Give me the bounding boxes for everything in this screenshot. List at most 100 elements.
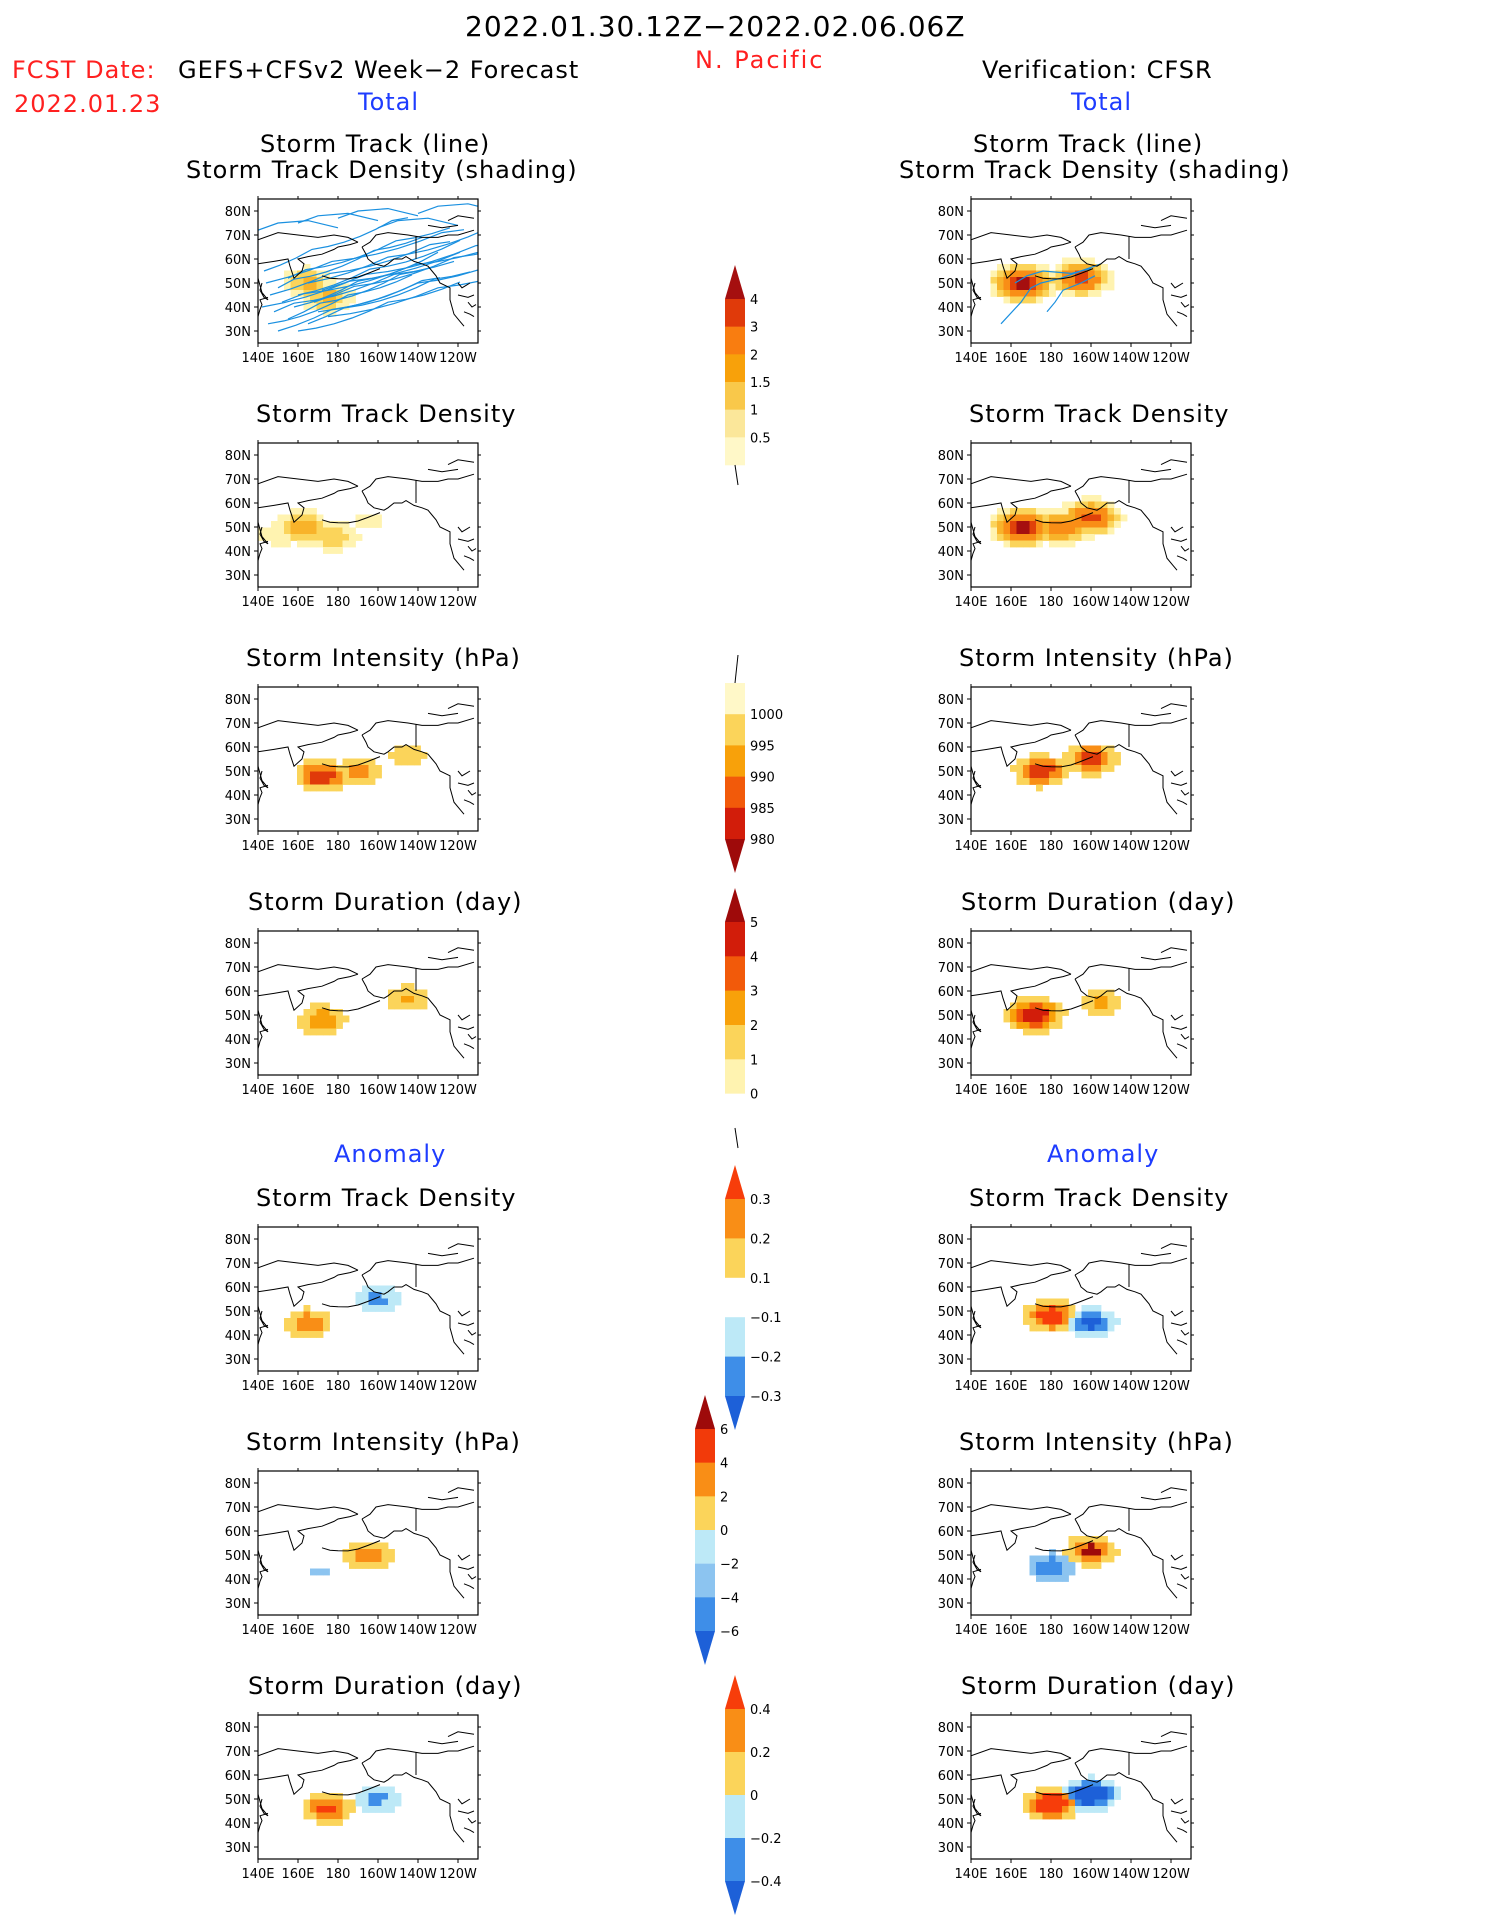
lat-tick-label: 80N <box>225 1721 251 1736</box>
coastline <box>1074 961 1188 980</box>
heat-cell <box>316 1331 324 1338</box>
heat-cell <box>310 1002 317 1010</box>
heat-cell <box>1068 1786 1076 1794</box>
coastline <box>427 224 459 229</box>
lon-tick-label: 160E <box>281 1623 314 1638</box>
heat-cell <box>1107 283 1115 291</box>
title-left-track-line: Storm Track (line) <box>260 130 491 158</box>
heat-cell <box>1101 508 1108 515</box>
heat-cell <box>1010 508 1017 515</box>
map-frame <box>257 442 479 588</box>
heat-cell <box>401 983 408 990</box>
heat-cell <box>1101 1549 1108 1556</box>
heat-cell <box>990 521 998 528</box>
heat-cell <box>1062 540 1069 548</box>
colorbar-label: −0.2 <box>750 1832 782 1847</box>
heat-cell <box>1081 1324 1089 1332</box>
heat-cell <box>1036 1028 1043 1036</box>
heat-cell <box>290 527 298 535</box>
heat-cell <box>284 527 291 535</box>
heat-cell <box>1068 264 1076 271</box>
heat-cell <box>1042 270 1050 278</box>
heat-cell <box>277 521 285 528</box>
coastline <box>1074 490 1178 571</box>
lat-tick-label: 80N <box>938 1233 964 1248</box>
heat-cell <box>1049 527 1056 535</box>
heat-cell <box>1049 1555 1056 1563</box>
lat-tick-label: 50N <box>225 1305 251 1320</box>
heat-cell <box>1088 257 1095 265</box>
coastline <box>971 232 1072 243</box>
heat-cell <box>303 514 311 522</box>
heat-cell <box>1107 1793 1115 1800</box>
heat-cell <box>323 1324 330 1332</box>
colorbar-arrow-bottom <box>725 839 745 873</box>
heat-cell <box>1049 521 1056 528</box>
heat-cell <box>1081 765 1089 772</box>
heat-cell <box>329 534 337 541</box>
map-panel-forecast-3: 80N 70N 60N 50N 40N 30N 140E 160E 180 160W 140W 120… <box>225 928 481 1098</box>
lon-tick-label: 160W <box>359 1623 397 1638</box>
heat-cell <box>1042 1799 1050 1807</box>
storm-track-line <box>313 253 478 303</box>
colorbar-label: 0 <box>750 1789 758 1804</box>
heat-cell <box>1003 264 1011 271</box>
title-left-density: Storm Track Density <box>256 400 517 428</box>
heat-cell <box>342 290 350 297</box>
heat-cell <box>316 778 324 785</box>
heat-cell <box>1023 1799 1030 1807</box>
lon-tick-label: 120W <box>1152 595 1190 610</box>
lat-tick-label: 50N <box>225 765 251 780</box>
coastline <box>258 1748 359 1759</box>
lat-tick-label: 40N <box>938 1033 964 1048</box>
colorbar-density_anom: 0.3 0.2 0.1 −0.1 −0.2 −0.3 <box>725 1165 782 1430</box>
heat-cell <box>1081 495 1089 502</box>
heat-cell <box>290 1331 298 1338</box>
colorbar-label: −0.1 <box>750 1311 782 1326</box>
colorbar-segment <box>725 382 745 410</box>
heat-cell <box>1062 1298 1069 1306</box>
lon-tick-label: 120W <box>1152 1379 1190 1394</box>
lon-tick-label: 160E <box>281 1379 314 1394</box>
heat-cell <box>1055 1575 1063 1582</box>
heat-cell <box>1114 752 1121 759</box>
heat-cell <box>1107 521 1115 528</box>
heat-cell <box>1016 996 1024 1003</box>
lon-tick-label: 120W <box>439 595 477 610</box>
heat-cell <box>1114 758 1121 766</box>
heat-cell <box>1094 501 1102 509</box>
heat-cell <box>303 1028 311 1036</box>
heat-cell <box>355 1542 363 1550</box>
coastline <box>258 784 269 805</box>
heat-cell <box>997 270 1004 278</box>
colorbar-segment <box>725 807 745 840</box>
heat-cell <box>1088 1793 1095 1800</box>
lat-tick-label: 60N <box>225 1769 251 1784</box>
heat-cell <box>310 521 317 528</box>
heat-cell <box>1042 290 1050 297</box>
heat-cell <box>1042 1555 1050 1563</box>
lat-tick-label: 70N <box>938 1501 964 1516</box>
heat-cell <box>1107 745 1115 753</box>
heat-cell <box>336 521 343 528</box>
coastline <box>1074 717 1188 736</box>
heat-cell <box>1075 257 1082 265</box>
colorbar-arrow-bottom <box>725 1881 745 1915</box>
heat-cell <box>1088 527 1095 535</box>
coastline <box>457 1566 475 1570</box>
heat-cell <box>336 1812 343 1820</box>
heat-cell <box>1094 1002 1102 1010</box>
heat-cell <box>394 1298 402 1306</box>
coastline <box>447 459 475 466</box>
heat-cell <box>1094 508 1102 515</box>
heat-cell <box>1023 1806 1030 1813</box>
heat-cell <box>1068 527 1076 535</box>
heat-cell <box>303 264 311 271</box>
heat-cell <box>349 1549 356 1556</box>
heat-cell <box>1049 1015 1056 1023</box>
heat-cell <box>1010 270 1017 278</box>
colorbar-intensity_anom: 6 4 2 0 −2 −4 −6 <box>695 1395 739 1665</box>
heat-cell <box>1042 283 1050 291</box>
heat-cell <box>407 745 415 753</box>
heat-cell <box>1081 752 1089 759</box>
